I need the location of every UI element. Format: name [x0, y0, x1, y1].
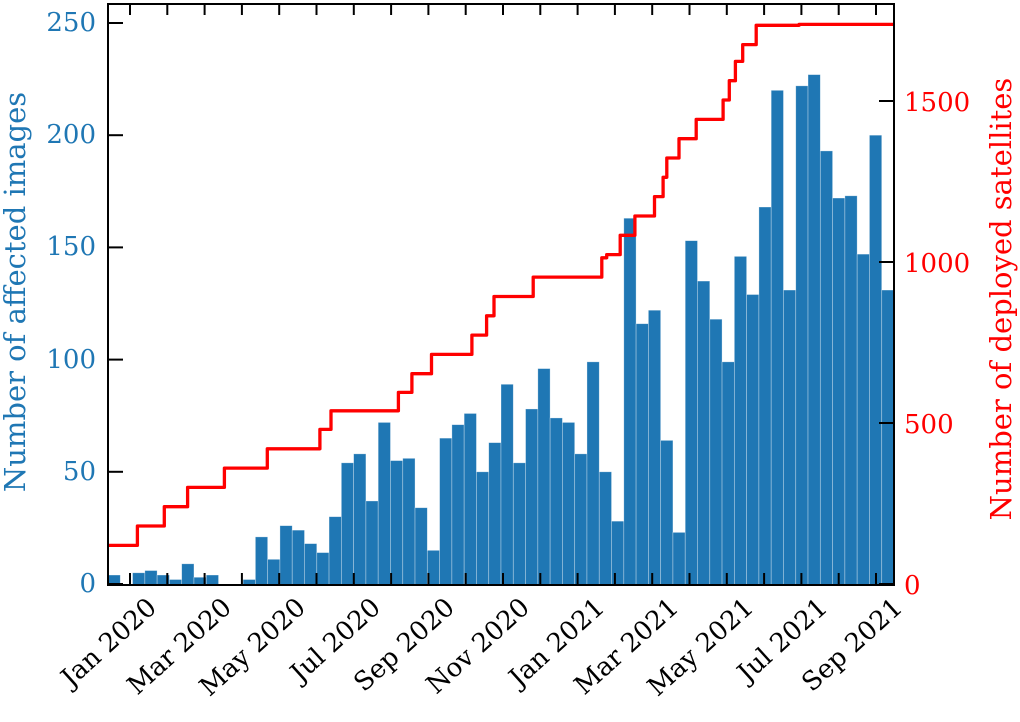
bar	[807, 74, 821, 586]
bar	[598, 471, 612, 586]
satellites-step-line	[108, 22, 894, 548]
bar	[279, 525, 293, 586]
bar	[340, 462, 354, 586]
bar	[181, 563, 195, 586]
bar	[328, 516, 342, 586]
bar	[488, 442, 502, 586]
bar	[635, 323, 649, 586]
bar	[402, 457, 416, 586]
bar	[795, 85, 809, 586]
bar	[697, 280, 711, 586]
bar	[660, 440, 674, 586]
bar	[512, 462, 526, 586]
bar	[869, 134, 883, 586]
bar	[549, 417, 563, 586]
bar	[255, 536, 269, 586]
bar	[672, 532, 686, 586]
plot-frame	[107, 3, 895, 586]
bar	[611, 520, 625, 586]
bar	[377, 422, 391, 586]
bar	[623, 217, 637, 586]
bar	[856, 253, 870, 586]
bar	[721, 361, 735, 586]
bar	[463, 413, 477, 586]
bar	[476, 471, 490, 586]
bar	[304, 543, 318, 586]
bar	[500, 383, 514, 586]
bar	[758, 206, 772, 586]
bar	[746, 294, 760, 586]
bar	[562, 422, 576, 586]
bar	[267, 558, 281, 586]
bar	[353, 453, 367, 586]
bar	[648, 309, 662, 586]
bar	[144, 570, 158, 586]
bar	[819, 150, 833, 586]
bar	[770, 89, 784, 586]
bar	[316, 552, 330, 586]
bar	[684, 240, 698, 586]
bar	[525, 408, 539, 586]
bar	[832, 197, 846, 586]
bar	[783, 289, 797, 586]
bar	[586, 361, 600, 586]
bar	[390, 460, 404, 586]
bar	[574, 453, 588, 586]
bar	[291, 529, 305, 586]
bar	[451, 424, 465, 586]
bar	[881, 289, 895, 586]
bar	[414, 507, 428, 586]
bar	[205, 574, 219, 586]
bar	[365, 500, 379, 586]
bar	[439, 437, 453, 586]
bar	[537, 368, 551, 586]
bar	[709, 318, 723, 586]
bar	[132, 572, 146, 586]
bar	[844, 195, 858, 586]
bar	[733, 256, 747, 586]
